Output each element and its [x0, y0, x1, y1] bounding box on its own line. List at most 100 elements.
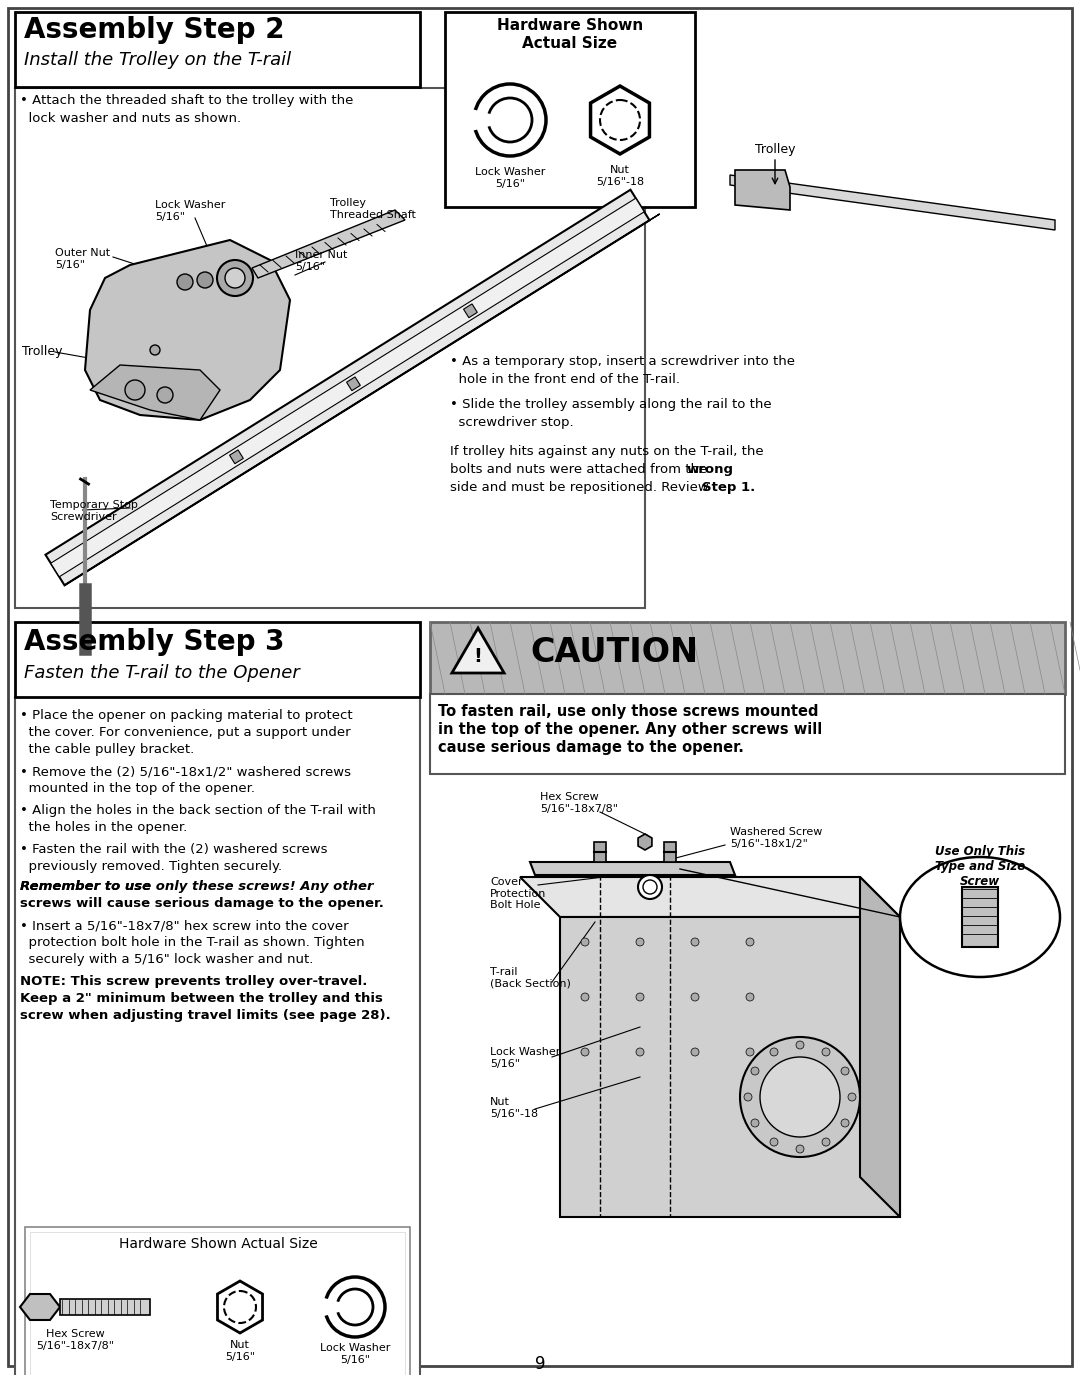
Bar [430, 622, 1065, 694]
Circle shape [796, 1041, 804, 1049]
Polygon shape [230, 450, 243, 463]
Polygon shape [347, 377, 361, 390]
Text: in the top of the opener. Any other screws will: in the top of the opener. Any other scre… [438, 722, 822, 737]
Text: bolts and nuts were attached from the: bolts and nuts were attached from the [450, 463, 712, 476]
Circle shape [224, 1291, 256, 1323]
Text: Hardware Shown Actual Size: Hardware Shown Actual Size [119, 1238, 318, 1251]
Circle shape [150, 345, 160, 355]
Circle shape [744, 1093, 752, 1101]
Polygon shape [217, 1282, 262, 1332]
Circle shape [581, 938, 589, 946]
Text: the holes in the opener.: the holes in the opener. [21, 821, 187, 835]
Text: Inner Nut
5/16": Inner Nut 5/16" [295, 250, 348, 272]
Text: Fasten the T-rail to the Opener: Fasten the T-rail to the Opener [24, 664, 300, 682]
Text: Lock Washer
5/16": Lock Washer 5/16" [475, 166, 545, 188]
Circle shape [841, 1119, 849, 1128]
Bar [15, 622, 420, 697]
Polygon shape [90, 364, 220, 419]
Circle shape [157, 386, 173, 403]
Polygon shape [451, 628, 504, 672]
Text: Outer Nut
5/16": Outer Nut 5/16" [55, 248, 110, 270]
Polygon shape [252, 210, 405, 278]
Circle shape [822, 1048, 831, 1056]
Text: CAUTION: CAUTION [530, 637, 698, 670]
Circle shape [636, 993, 644, 1001]
Bar [15, 697, 420, 1375]
Text: Assembly Step 2: Assembly Step 2 [24, 16, 284, 44]
Text: Hardware Shown: Hardware Shown [497, 18, 643, 33]
Text: Nut
5/16"-18: Nut 5/16"-18 [490, 1097, 538, 1119]
Circle shape [636, 1048, 644, 1056]
Wedge shape [321, 1298, 339, 1316]
Bar [962, 887, 998, 947]
Polygon shape [85, 241, 291, 419]
Text: Trolley: Trolley [22, 345, 63, 358]
Text: • Insert a 5/16"-18x7/8" hex screw into the cover: • Insert a 5/16"-18x7/8" hex screw into … [21, 918, 349, 932]
Circle shape [740, 1037, 860, 1156]
Text: cause serious damage to the opener.: cause serious damage to the opener. [438, 740, 744, 755]
Circle shape [751, 1119, 759, 1128]
Polygon shape [591, 87, 649, 154]
Text: • Place the opener on packing material to protect: • Place the opener on packing material t… [21, 710, 353, 722]
Text: screws will cause serious damage to the opener.: screws will cause serious damage to the … [21, 896, 383, 910]
Circle shape [337, 1288, 373, 1325]
Ellipse shape [900, 857, 1059, 978]
Circle shape [643, 880, 657, 894]
Text: Nut
5/16"-18: Nut 5/16"-18 [596, 165, 644, 187]
Text: • Slide the trolley assembly along the rail to the: • Slide the trolley assembly along the r… [450, 397, 771, 411]
Text: Use Only This
Type and Size
Screw: Use Only This Type and Size Screw [935, 846, 1025, 888]
Text: T-rail
(Back Section): T-rail (Back Section) [490, 967, 571, 989]
Text: NOTE: This screw prevents trolley over-travel.: NOTE: This screw prevents trolley over-t… [21, 975, 367, 989]
Text: To fasten rail, use only those screws mounted: To fasten rail, use only those screws mo… [438, 704, 819, 719]
Polygon shape [45, 190, 649, 586]
Circle shape [638, 874, 662, 899]
Circle shape [848, 1093, 856, 1101]
Text: lock washer and nuts as shown.: lock washer and nuts as shown. [21, 111, 241, 125]
Polygon shape [519, 877, 900, 917]
Circle shape [770, 1138, 778, 1145]
Text: mounted in the top of the opener.: mounted in the top of the opener. [21, 782, 255, 795]
Polygon shape [21, 1294, 60, 1320]
Text: Install the Trolley on the T-rail: Install the Trolley on the T-rail [24, 51, 292, 69]
Bar [594, 842, 606, 862]
Text: Lock Washer
5/16": Lock Washer 5/16" [320, 1343, 390, 1364]
Bar [60, 1299, 150, 1314]
Circle shape [581, 1048, 589, 1056]
Circle shape [636, 938, 644, 946]
Text: Washered Screw
5/16"-18x1/2": Washered Screw 5/16"-18x1/2" [730, 826, 822, 848]
Text: Remember to use only these screws! Any other: Remember to use only these screws! Any o… [21, 880, 374, 892]
Circle shape [760, 1057, 840, 1137]
Circle shape [197, 272, 213, 287]
Circle shape [770, 1048, 778, 1056]
Bar [25, 1226, 410, 1375]
Text: !: ! [473, 646, 483, 666]
Text: • Fasten the rail with the (2) washered screws: • Fasten the rail with the (2) washered … [21, 843, 327, 857]
Text: • Align the holes in the back section of the T-rail with: • Align the holes in the back section of… [21, 804, 376, 817]
Circle shape [822, 1138, 831, 1145]
Text: Lock Washer
5/16": Lock Washer 5/16" [156, 199, 226, 221]
Circle shape [177, 274, 193, 290]
Wedge shape [470, 110, 492, 131]
Text: screwdriver stop.: screwdriver stop. [450, 417, 573, 429]
Text: the cover. For convenience, put a support under: the cover. For convenience, put a suppor… [21, 726, 351, 738]
Circle shape [474, 84, 546, 155]
Circle shape [691, 938, 699, 946]
Bar [430, 694, 1065, 774]
Circle shape [600, 100, 640, 140]
Text: Nut
5/16": Nut 5/16" [225, 1341, 255, 1361]
Text: Hex Screw
5/16"-18x7/8": Hex Screw 5/16"-18x7/8" [36, 1330, 114, 1350]
Text: Hex Screw
5/16"-18x7/8": Hex Screw 5/16"-18x7/8" [540, 792, 618, 814]
Circle shape [746, 938, 754, 946]
Polygon shape [860, 877, 900, 1217]
Text: wrong: wrong [687, 463, 734, 476]
Text: If trolley hits against any nuts on the T-rail, the: If trolley hits against any nuts on the … [450, 446, 764, 458]
Circle shape [751, 1067, 759, 1075]
Text: 9: 9 [535, 1354, 545, 1374]
Bar [15, 12, 420, 87]
Circle shape [691, 1048, 699, 1056]
Circle shape [691, 993, 699, 1001]
Circle shape [796, 1145, 804, 1154]
Circle shape [225, 268, 245, 287]
Circle shape [325, 1277, 384, 1336]
Bar [30, 1232, 405, 1375]
